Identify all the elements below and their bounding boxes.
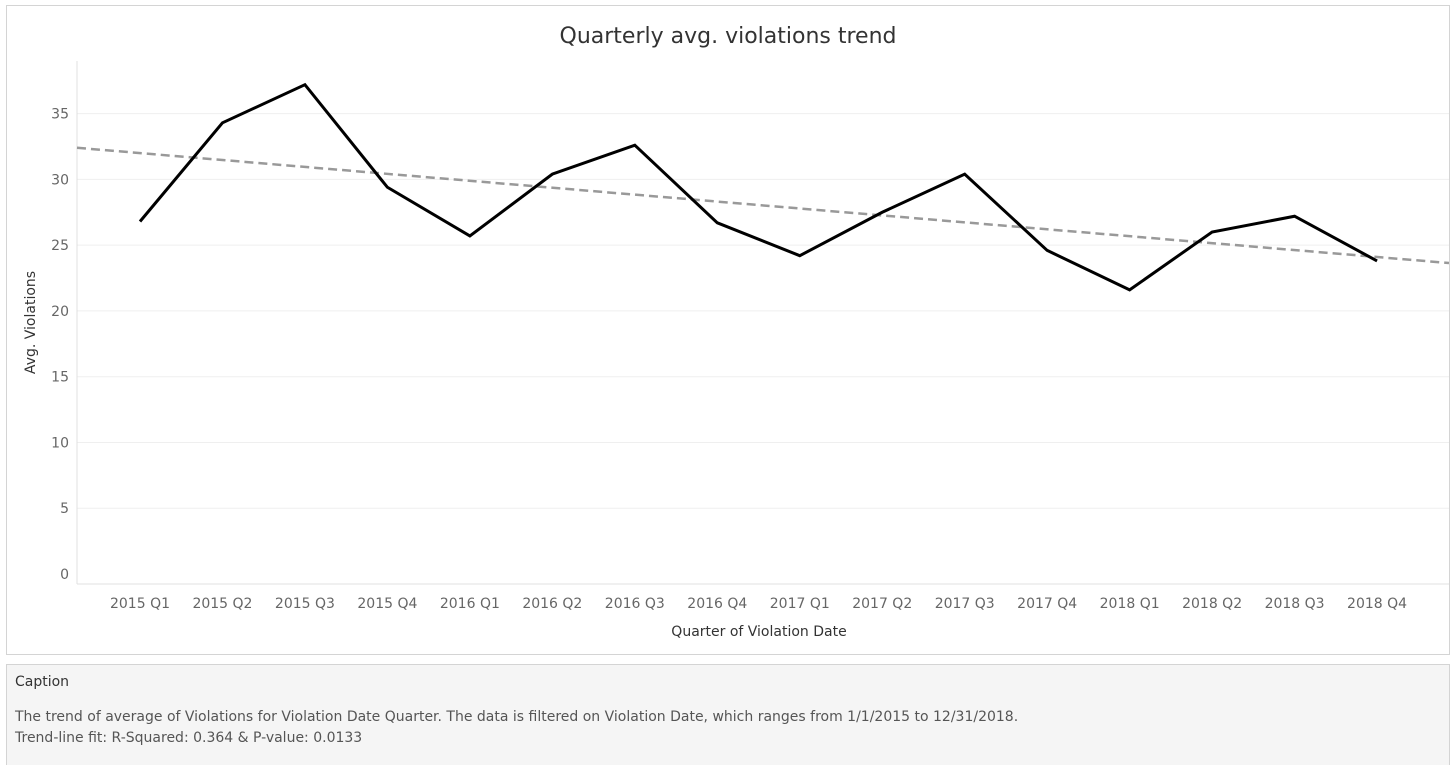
data-point[interactable] [546,168,558,180]
chart-title: Quarterly avg. violations trend [559,24,897,49]
y-tick-label: 20 [51,304,69,320]
data-point[interactable] [1041,244,1053,256]
data-point[interactable] [1124,284,1136,296]
x-tick-label: 2016 Q4 [687,596,747,612]
data-point[interactable] [381,181,393,193]
y-axis-title: Avg. Violations [23,271,39,374]
caption-pane: Caption The trend of average of Violatio… [6,664,1450,765]
data-point[interactable] [629,139,641,151]
x-axis-ticks: 2015 Q1 2015 Q2 2015 Q3 2015 Q4 2016 Q1 2016 … [110,596,1407,612]
data-point[interactable] [1206,226,1218,238]
y-tick-label: 30 [51,172,69,188]
x-tick-label: 2017 Q4 [1017,596,1077,612]
y-tick-label: 35 [51,107,69,123]
x-tick-label: 2016 Q3 [605,596,665,612]
y-tick-label: 10 [51,435,69,451]
data-point[interactable] [216,117,228,129]
y-tick-label: 0 [60,567,69,583]
x-tick-label: 2018 Q2 [1182,596,1242,612]
y-tick-label: 25 [51,238,69,254]
x-tick-label: 2017 Q1 [770,596,830,612]
y-tick-label: 5 [60,501,69,517]
y-tick-label: 15 [51,370,69,386]
data-point[interactable] [1289,210,1301,222]
data-point[interactable] [959,168,971,180]
data-point[interactable] [711,217,723,229]
data-point[interactable] [794,250,806,262]
data-points [134,79,1383,296]
x-tick-label: 2015 Q1 [110,596,170,612]
caption-description: The trend of average of Violations for V… [15,709,1019,725]
x-tick-label: 2015 Q2 [192,596,252,612]
data-point[interactable] [299,79,311,91]
x-tick-label: 2015 Q4 [357,596,417,612]
series-line-avg-violations[interactable] [138,82,1378,292]
caption-heading: Caption [15,674,70,690]
x-tick-label: 2016 Q1 [440,596,500,612]
data-point[interactable] [134,215,146,227]
x-tick-label: 2015 Q3 [275,596,335,612]
data-point[interactable] [464,230,476,242]
x-tick-label: 2018 Q3 [1265,596,1325,612]
data-point[interactable] [876,206,888,218]
gridlines [77,113,1449,509]
caption-trend-fit: Trend-line fit: R-Squared: 0.364 & P-val… [15,730,363,746]
chart-pane: Quarterly avg. violations trend 0 5 10 15 20… [6,5,1450,655]
y-axis-ticks: 0 5 10 15 20 25 30 35 [51,107,69,583]
x-tick-label: 2016 Q2 [522,596,582,612]
x-tick-label: 2018 Q1 [1100,596,1160,612]
x-tick-label: 2017 Q3 [935,596,995,612]
x-axis-title: Quarter of Violation Date [671,624,846,640]
x-tick-label: 2017 Q2 [852,596,912,612]
data-point[interactable] [1371,255,1383,267]
trend-line[interactable] [76,146,1449,265]
x-tick-label: 2018 Q4 [1347,596,1407,612]
